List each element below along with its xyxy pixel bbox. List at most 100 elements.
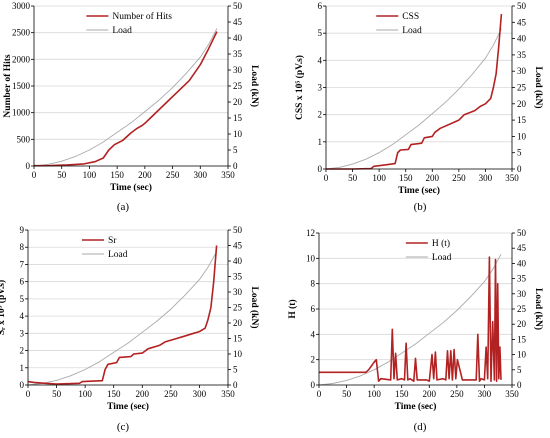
- y2-tick-label: 15: [233, 334, 243, 344]
- x-tick-label: 0: [26, 389, 31, 399]
- x-tick-label: 300: [479, 173, 493, 183]
- legend-entry: Load: [432, 253, 452, 263]
- legend-entry: Load: [108, 250, 128, 260]
- y-tick-label: 2: [318, 110, 323, 120]
- y2-tick-label: 10: [233, 129, 243, 139]
- x-tick-label: 250: [450, 389, 464, 399]
- legend-entry: Load: [402, 26, 422, 36]
- y-tick-label: 10: [306, 253, 316, 263]
- y2-tick-label: 50: [233, 1, 243, 11]
- y-tick-label: 12: [306, 228, 315, 238]
- y-tick-label: 0: [311, 380, 316, 390]
- y-tick-label: 5: [318, 28, 323, 38]
- legend-entry: Sr: [108, 236, 117, 246]
- x-tick-label: 50: [348, 173, 358, 183]
- y2-tick-label: 35: [517, 274, 527, 284]
- x-tick-label: 150: [107, 389, 121, 399]
- y2-tick-label: 30: [517, 289, 527, 299]
- x-tick-label: 200: [136, 389, 150, 399]
- y-tick-label: 3: [20, 328, 25, 338]
- y-tick-label: 0: [20, 380, 25, 390]
- x-tick-label: 100: [78, 389, 92, 399]
- x-tick-label: 100: [367, 389, 381, 399]
- y2-tick-label: 25: [517, 83, 527, 93]
- chart-panel-1: 0 50 100 150 200 250 300 3500500100015002000250…: [3, 1, 260, 213]
- y2-tick-label: 25: [233, 81, 243, 91]
- y-tick-label: 9: [20, 225, 25, 235]
- chart-panel-2: 0 50 100 150 200 250 300 3500123456051015202530…: [294, 1, 544, 213]
- x-tick-label: 200: [138, 170, 152, 180]
- y-axis-label: Number of Hits: [3, 54, 13, 117]
- chart-panel-4: 0 50 100 150 200 250 300 3500246810120510152025…: [287, 228, 544, 433]
- y2-tick-label: 0: [517, 380, 522, 390]
- y-tick-label: 7: [20, 259, 25, 269]
- series-main-line: [33, 31, 218, 167]
- y-tick-label: 1: [20, 363, 25, 373]
- y2-tick-label: 20: [233, 97, 243, 107]
- y-tick-label: 1000: [12, 108, 31, 118]
- y-tick-label: 6: [311, 304, 316, 314]
- legend-entry: H (t): [432, 238, 450, 249]
- x-tick-label: 150: [399, 173, 413, 183]
- x-tick-label: 0: [317, 389, 322, 399]
- y2-tick-label: 45: [233, 241, 243, 251]
- series-load-line: [33, 28, 218, 167]
- y-tick-label: 4: [311, 329, 316, 339]
- y2-tick-label: 30: [233, 287, 243, 297]
- x-tick-label: 0: [32, 170, 37, 180]
- y2-tick-label: 40: [233, 33, 243, 43]
- legend-entry: Load: [112, 26, 132, 36]
- y-tick-label: 0: [26, 161, 31, 171]
- y-tick-label: 0: [318, 164, 323, 174]
- y-tick-label: 2: [20, 346, 25, 356]
- y2-tick-label: 35: [233, 272, 243, 282]
- x-tick-label: 200: [426, 173, 440, 183]
- y2-tick-label: 50: [233, 225, 243, 235]
- y2-axis-label: Load (kN): [533, 288, 544, 330]
- y2-tick-label: 45: [233, 17, 243, 27]
- x-tick-label: 100: [372, 173, 386, 183]
- x-tick-label: 100: [83, 170, 97, 180]
- series-main-line: [27, 245, 218, 385]
- x-axis-label: Time (sec): [110, 182, 152, 193]
- y2-tick-label: 5: [233, 365, 238, 375]
- y2-tick-label: 20: [517, 319, 527, 329]
- series-load-line: [325, 28, 502, 170]
- y2-tick-label: 15: [517, 115, 527, 125]
- panel-label: (c): [117, 421, 130, 433]
- y2-tick-label: 0: [233, 161, 238, 171]
- x-tick-label: 350: [505, 173, 519, 183]
- y2-tick-label: 20: [517, 99, 527, 109]
- panel-label: (d): [414, 421, 427, 433]
- x-tick-label: 250: [166, 170, 180, 180]
- y-tick-label: 1500: [12, 81, 31, 91]
- y-tick-label: 4: [20, 311, 25, 321]
- y-axis-label: CSS x 10⁵ (pV.s): [294, 55, 305, 120]
- y-tick-label: 8: [20, 242, 25, 252]
- x-tick-label: 150: [110, 170, 124, 180]
- x-tick-label: 350: [505, 389, 519, 399]
- x-tick-label: 50: [342, 389, 352, 399]
- y2-tick-label: 30: [517, 66, 527, 76]
- y2-axis-label: Load (kN): [533, 67, 544, 109]
- y2-tick-label: 5: [233, 145, 238, 155]
- y2-axis-label: Load (kN): [249, 287, 260, 329]
- y2-tick-label: 50: [517, 1, 527, 11]
- x-tick-label: 50: [57, 170, 67, 180]
- x-tick-label: 350: [221, 170, 235, 180]
- y2-tick-label: 35: [233, 49, 243, 59]
- y-tick-label: 6: [318, 1, 323, 11]
- x-tick-label: 300: [193, 389, 207, 399]
- y-tick-label: 2000: [12, 54, 31, 64]
- y2-tick-label: 35: [517, 50, 527, 60]
- y-axis-label: H (t): [287, 299, 298, 318]
- y2-tick-label: 0: [233, 380, 238, 390]
- x-tick-label: 300: [194, 170, 208, 180]
- x-tick-label: 300: [478, 389, 492, 399]
- chart-panel-3: 0 50 100 150 200 250 300 3500123456789051015202…: [0, 225, 260, 433]
- y-tick-label: 500: [17, 134, 31, 144]
- y2-tick-label: 5: [517, 365, 522, 375]
- y2-tick-label: 10: [233, 349, 243, 359]
- x-tick-label: 250: [452, 173, 466, 183]
